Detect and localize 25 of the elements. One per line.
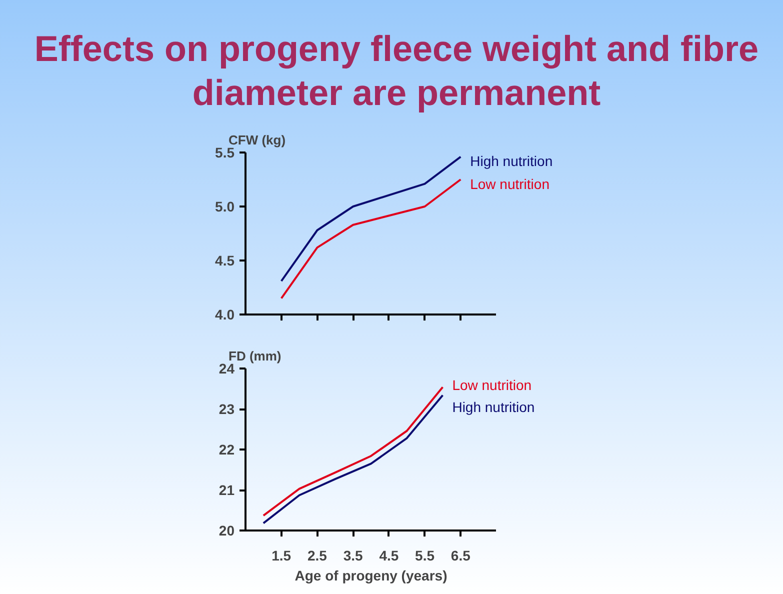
y-tick-label: 20 — [218, 522, 235, 538]
y-tick-label: 5.5 — [215, 144, 235, 160]
line-series — [280, 178, 462, 300]
line-series — [280, 156, 462, 282]
series-label: Low nutrition — [452, 376, 532, 393]
y-tick-label: 24 — [218, 360, 235, 376]
y-axis-title: CFW (kg) — [228, 132, 286, 148]
chart-title: Effects on progeny fleece weight and fibre diameter are permanent — [33, 27, 760, 115]
x-tick-label: 4.5 — [379, 548, 399, 564]
y-tick-label: 5.0 — [215, 198, 235, 214]
y-tick-label: 22 — [218, 442, 235, 458]
y-tick-label: 4.0 — [215, 306, 235, 322]
series-label: High nutrition — [452, 398, 535, 415]
y-axis-title: FD (mm) — [228, 348, 282, 364]
x-tick-label: 2.5 — [307, 548, 328, 564]
x-tick-label: 5.5 — [415, 548, 435, 564]
x-tick-label: 1.5 — [272, 548, 292, 564]
series-label: Low nutrition — [470, 176, 550, 192]
x-axis-title: Age of progeny (years) — [294, 568, 448, 584]
y-tick-label: 23 — [218, 401, 235, 417]
y-tick-label: 21 — [218, 482, 235, 498]
x-tick-label: 3.5 — [343, 548, 364, 564]
x-tick-label: 6.5 — [450, 548, 471, 564]
series-label: High nutrition — [470, 153, 553, 170]
y-tick-label: 4.5 — [215, 252, 235, 268]
